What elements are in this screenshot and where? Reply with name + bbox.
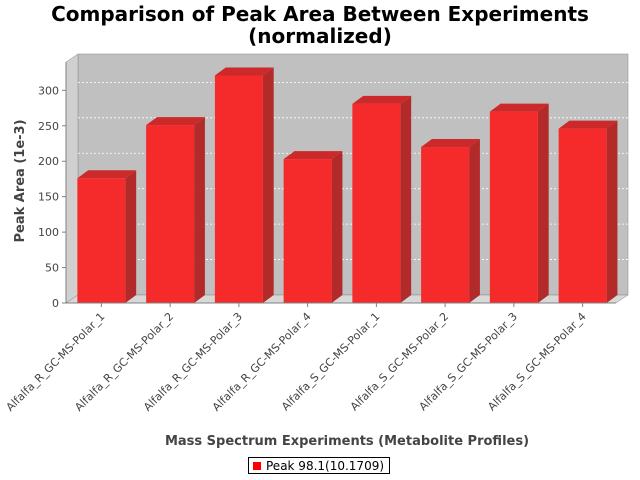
y-tick-label: 150 [38, 191, 59, 204]
plot-left-wall [65, 53, 79, 304]
chart-title-line-2: (normalized) [248, 24, 392, 48]
x-axis-label: Mass Spectrum Experiments (Metabolite Pr… [165, 434, 529, 449]
bar-front [421, 147, 470, 303]
bar-side [262, 67, 274, 303]
bar [77, 170, 137, 303]
legend-label: Peak 98.1(10.1709) [266, 458, 385, 473]
bar-front [214, 75, 263, 303]
bar-side [400, 95, 412, 303]
bar-side [469, 139, 480, 303]
bar-top [214, 67, 274, 76]
bar [421, 139, 480, 303]
axes [65, 62, 616, 304]
y-axis-label: Peak Area (1e-3) [13, 119, 28, 242]
bar-side [331, 151, 343, 303]
bar-side [606, 120, 618, 303]
y-axis-ticks: 0 50 100 150 200 250 300 [38, 84, 66, 310]
bar-side [125, 170, 137, 303]
bar-front [283, 159, 332, 303]
y-tick-label: 50 [45, 262, 59, 275]
bar-front [558, 128, 607, 303]
y-tick-label: 250 [38, 120, 59, 133]
y-tick-label: 100 [38, 226, 59, 239]
bar-front [489, 111, 538, 303]
chart-title-line-1: Comparison of Peak Area Between Experime… [51, 2, 589, 26]
bar [352, 95, 412, 303]
bar-top [352, 95, 412, 104]
bar-top [558, 120, 618, 129]
legend: Peak 98.1(10.1709) [248, 457, 391, 474]
y-tick-label: 200 [38, 155, 59, 168]
y-tick-label: 0 [52, 297, 59, 310]
bar [558, 120, 618, 303]
bar [146, 117, 205, 303]
bars [77, 67, 618, 303]
bar [214, 67, 274, 303]
bar-top [421, 139, 480, 148]
bar [489, 103, 549, 303]
bar-front [352, 103, 401, 303]
bar-front [77, 178, 126, 303]
bar-front [146, 125, 195, 303]
x-axis-ticks: Alfalfa_R_GC-MS-Polar_1Alfalfa_R_GC-MS-P… [4, 303, 589, 414]
bar-top [146, 117, 205, 126]
bar-top [283, 151, 343, 160]
bar-side [194, 117, 205, 303]
bar [283, 151, 343, 303]
bar-top [489, 103, 549, 112]
legend-swatch [253, 461, 261, 470]
bar-side [537, 103, 549, 303]
y-tick-label: 300 [38, 84, 59, 97]
bar-top [77, 170, 137, 179]
